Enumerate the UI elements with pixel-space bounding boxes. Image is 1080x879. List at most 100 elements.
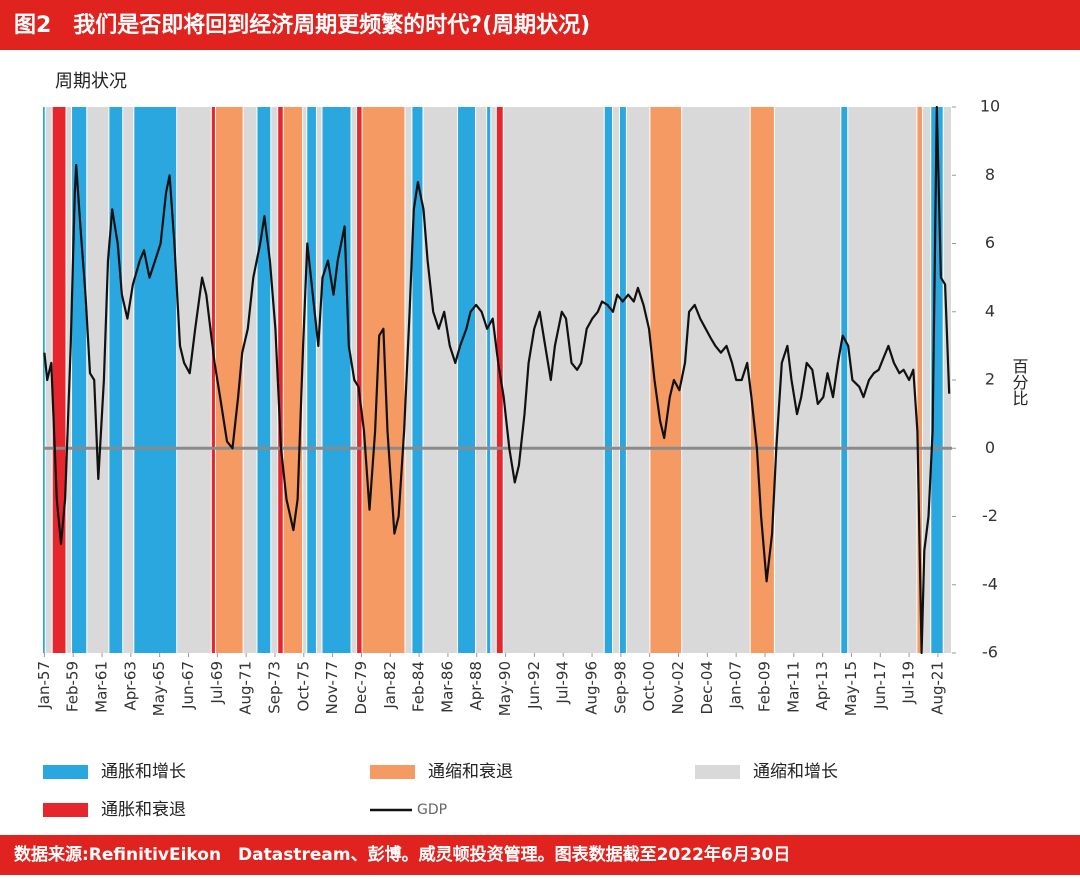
- x-tick-label: Feb-59: [64, 661, 82, 712]
- regime-span: [271, 107, 278, 653]
- x-tick-label: Jul-94: [554, 661, 572, 705]
- gdp-line: [43, 105, 951, 655]
- x-tick-label: Aug-21: [928, 661, 946, 715]
- regime-span: [278, 107, 283, 653]
- regime-span: [43, 107, 45, 653]
- header-title: 图2 我们是否即将回到经济周期更频繁的时代?(周期状况): [14, 12, 590, 38]
- regime-span: [458, 107, 476, 653]
- x-tick-label: Jan-07: [727, 661, 745, 710]
- legend-swatch: [43, 765, 88, 779]
- x-tick-label: Jun-92: [525, 661, 543, 710]
- regime-span: [257, 107, 271, 653]
- y-tick-label: 0: [985, 438, 995, 457]
- regime-span: [750, 107, 774, 653]
- regime-span: [322, 107, 351, 653]
- regime-span: [931, 107, 943, 653]
- legend-swatch: [695, 765, 740, 779]
- regime-span: [604, 107, 613, 653]
- regime-span: [848, 107, 917, 653]
- x-tick-label: Mar-61: [93, 661, 111, 713]
- x-tick-label: Dec-79: [352, 661, 370, 715]
- regime-span: [357, 107, 362, 653]
- legend-swatch: [370, 765, 415, 779]
- y-tick-label: 6: [985, 233, 995, 252]
- regime-span: [619, 107, 626, 653]
- y-axis-label: 百分比: [1010, 358, 1029, 406]
- regime-span: [87, 107, 109, 653]
- regime-span: [243, 107, 257, 653]
- x-tick-label: Jun-67: [179, 661, 197, 710]
- y-tick-label: -2: [982, 506, 998, 525]
- x-tick-label: Apr-13: [813, 661, 831, 711]
- y-tick-label: 10: [980, 97, 1000, 116]
- x-tick-label: Jan-82: [381, 661, 399, 710]
- regime-span: [496, 107, 503, 653]
- x-tick-label: Jul-69: [208, 661, 226, 705]
- x-tick-label: May-65: [150, 661, 168, 716]
- y-tick-label: -6: [982, 643, 998, 662]
- regime-span: [412, 107, 423, 653]
- x-tick-label: Oct-00: [640, 661, 658, 711]
- regime-span: [211, 107, 215, 653]
- x-tick-label: Aug-96: [583, 661, 601, 715]
- regime-span: [177, 107, 211, 653]
- regime-span: [841, 107, 848, 653]
- regime-span: [307, 107, 316, 653]
- legend-label: 通胀和衰退: [101, 800, 186, 820]
- regime-span: [613, 107, 619, 653]
- regime-span: [917, 107, 922, 653]
- regime-span: [774, 107, 841, 653]
- regime-span: [52, 107, 66, 653]
- x-tick-label: Dec-04: [698, 661, 716, 715]
- regime-span: [405, 107, 412, 653]
- regime-span: [626, 107, 650, 653]
- regime-span: [303, 107, 307, 653]
- x-tick-label: Feb-09: [755, 661, 773, 712]
- x-tick-label: Jan-57: [35, 661, 53, 710]
- x-tick-label: Mar-11: [784, 661, 802, 713]
- x-tick-label: Apr-63: [121, 661, 139, 711]
- x-tick-label: Jun-17: [871, 661, 889, 710]
- legend-label: 通胀和增长: [101, 762, 186, 782]
- x-tick-label: Jul-19: [900, 661, 918, 705]
- legend-swatch: [43, 803, 88, 817]
- x-tick-label: Apr-88: [467, 661, 485, 711]
- x-tick-label: Nov-77: [323, 661, 341, 714]
- regime-span: [283, 107, 303, 653]
- x-tick-label: Feb-84: [410, 661, 428, 712]
- regime-span: [134, 107, 177, 653]
- legend-label: 通缩和衰退: [428, 762, 513, 782]
- regime-span: [109, 107, 123, 653]
- x-tick-label: Sep-98: [611, 661, 629, 714]
- regime-span: [123, 107, 134, 653]
- header-bar: [0, 0, 1080, 50]
- legend-label: 通缩和增长: [753, 762, 838, 782]
- y-tick-label: 2: [985, 370, 995, 389]
- x-tick-label: May-15: [842, 661, 860, 716]
- footer-bar: [0, 835, 1080, 875]
- chart-title: 周期状况: [55, 71, 127, 92]
- regime-span: [362, 107, 405, 653]
- x-tick-label: Sep-73: [265, 661, 283, 714]
- regime-span: [423, 107, 458, 653]
- x-tick-label: Mar-86: [438, 661, 456, 713]
- regime-span: [476, 107, 487, 653]
- regime-span: [45, 107, 52, 653]
- x-tick-label: Nov-02: [669, 661, 687, 714]
- legend-label: GDP: [417, 802, 447, 818]
- regime-span: [922, 107, 931, 653]
- regime-span: [215, 107, 243, 653]
- x-tick-label: Oct-75: [294, 661, 312, 711]
- y-tick-label: 4: [985, 301, 995, 320]
- regime-span: [491, 107, 496, 653]
- regime-span: [503, 107, 604, 653]
- regime-span: [316, 107, 322, 653]
- x-tick-label: Aug-71: [237, 661, 255, 715]
- y-tick-label: 8: [985, 165, 995, 184]
- x-tick-label: May-90: [496, 661, 514, 716]
- footer-source: 数据来源:RefinitivEikon Datastream、彭博。威灵顿投资管…: [14, 844, 790, 865]
- regime-span: [943, 107, 951, 653]
- regime-span: [487, 107, 491, 653]
